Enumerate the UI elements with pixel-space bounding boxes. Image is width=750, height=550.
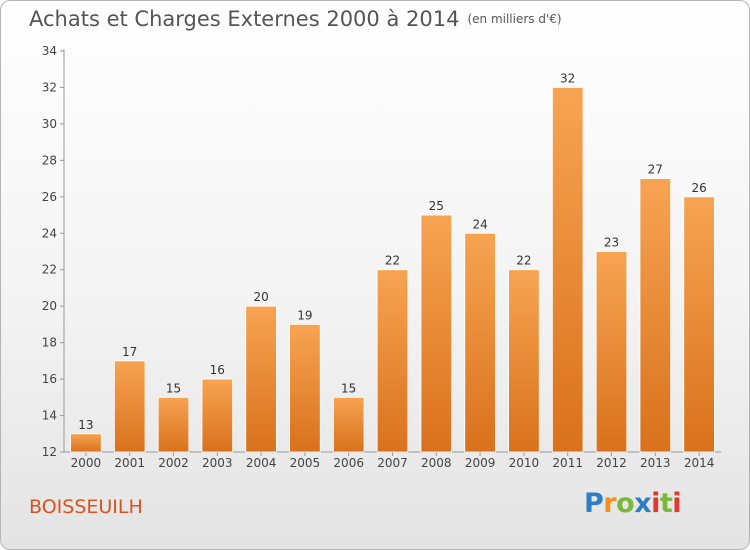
logo-letter: i <box>651 488 660 519</box>
data-label: 15 <box>166 381 181 395</box>
logo-letter: r <box>603 488 617 519</box>
x-tick-label: 2004 <box>246 456 277 470</box>
y-tick-label: 12 <box>42 445 57 459</box>
chart-title: Achats et Charges Externes 2000 à 2014 (e… <box>29 7 562 31</box>
bar <box>551 87 584 453</box>
data-label: 22 <box>516 254 531 268</box>
data-label: 20 <box>253 290 268 304</box>
logo-letter: P <box>584 488 604 519</box>
y-tick-label: 20 <box>42 299 57 313</box>
x-tick-label: 2010 <box>509 456 540 470</box>
bar <box>639 178 672 453</box>
logo-letter: x <box>634 488 652 519</box>
data-label: 16 <box>210 363 225 377</box>
y-tick-label: 18 <box>42 336 57 350</box>
x-tick-label: 2013 <box>640 456 671 470</box>
x-tick-label: 2006 <box>333 456 364 470</box>
x-tick-label: 2012 <box>596 456 627 470</box>
bar <box>376 269 409 453</box>
bar <box>289 324 321 453</box>
y-tick-label: 24 <box>42 226 57 240</box>
chart-axes: 12 14 16 18 20 22 24 26 28 30 32 34 <box>42 44 721 459</box>
bar <box>420 214 453 453</box>
data-label: 22 <box>385 254 400 268</box>
bar <box>683 196 715 453</box>
x-tick-label: 2008 <box>421 456 452 470</box>
x-tick-label: 2007 <box>377 456 408 470</box>
data-label: 25 <box>429 199 444 213</box>
bar <box>332 396 365 453</box>
x-tick-label: 2009 <box>465 456 496 470</box>
bar <box>70 433 102 453</box>
bar <box>113 360 146 453</box>
data-label: 23 <box>604 236 619 250</box>
bar <box>201 378 234 453</box>
bar <box>245 305 277 453</box>
x-tick-label: 2011 <box>552 456 583 470</box>
y-tick-label: 16 <box>42 372 57 386</box>
data-label: 32 <box>560 71 575 85</box>
commune-name: BOISSEUILH <box>29 496 143 518</box>
bar <box>508 269 540 453</box>
chart-subtitle: (en milliers d'€) <box>467 12 562 26</box>
logo-letter: t <box>659 488 673 519</box>
bar <box>464 232 496 453</box>
y-tick-label: 22 <box>42 263 57 277</box>
data-label: 13 <box>78 418 93 432</box>
y-tick-label: 30 <box>42 117 57 131</box>
logo-letter: i <box>672 488 682 519</box>
data-label: 27 <box>648 163 663 177</box>
x-tick-label: 2000 <box>71 456 102 470</box>
proxiti-logo: Proxiti <box>584 488 682 519</box>
data-label: 19 <box>297 308 312 322</box>
data-label: 26 <box>691 181 706 195</box>
y-tick-label: 14 <box>42 409 57 423</box>
logo-letter: o <box>616 488 635 519</box>
chart-labels: 2000 13 2001 17 2002 15 2003 16 2004 20 2005 19 2006… <box>71 71 715 470</box>
y-tick-label: 34 <box>42 44 57 58</box>
bar <box>595 251 628 453</box>
y-tick-label: 32 <box>42 80 57 94</box>
chart-bars <box>70 87 715 453</box>
x-tick-label: 2014 <box>684 456 715 470</box>
x-tick-label: 2005 <box>290 456 321 470</box>
data-label: 17 <box>122 345 137 359</box>
x-tick-label: 2002 <box>158 456 189 470</box>
data-label: 24 <box>472 217 487 231</box>
data-label: 15 <box>341 381 356 395</box>
y-tick-label: 26 <box>42 190 57 204</box>
bar <box>157 396 190 453</box>
y-tick-label: 28 <box>42 153 57 167</box>
x-tick-label: 2003 <box>202 456 233 470</box>
chart-title-text: Achats et Charges Externes 2000 à 2014 <box>29 7 460 31</box>
x-tick-label: 2001 <box>114 456 145 470</box>
